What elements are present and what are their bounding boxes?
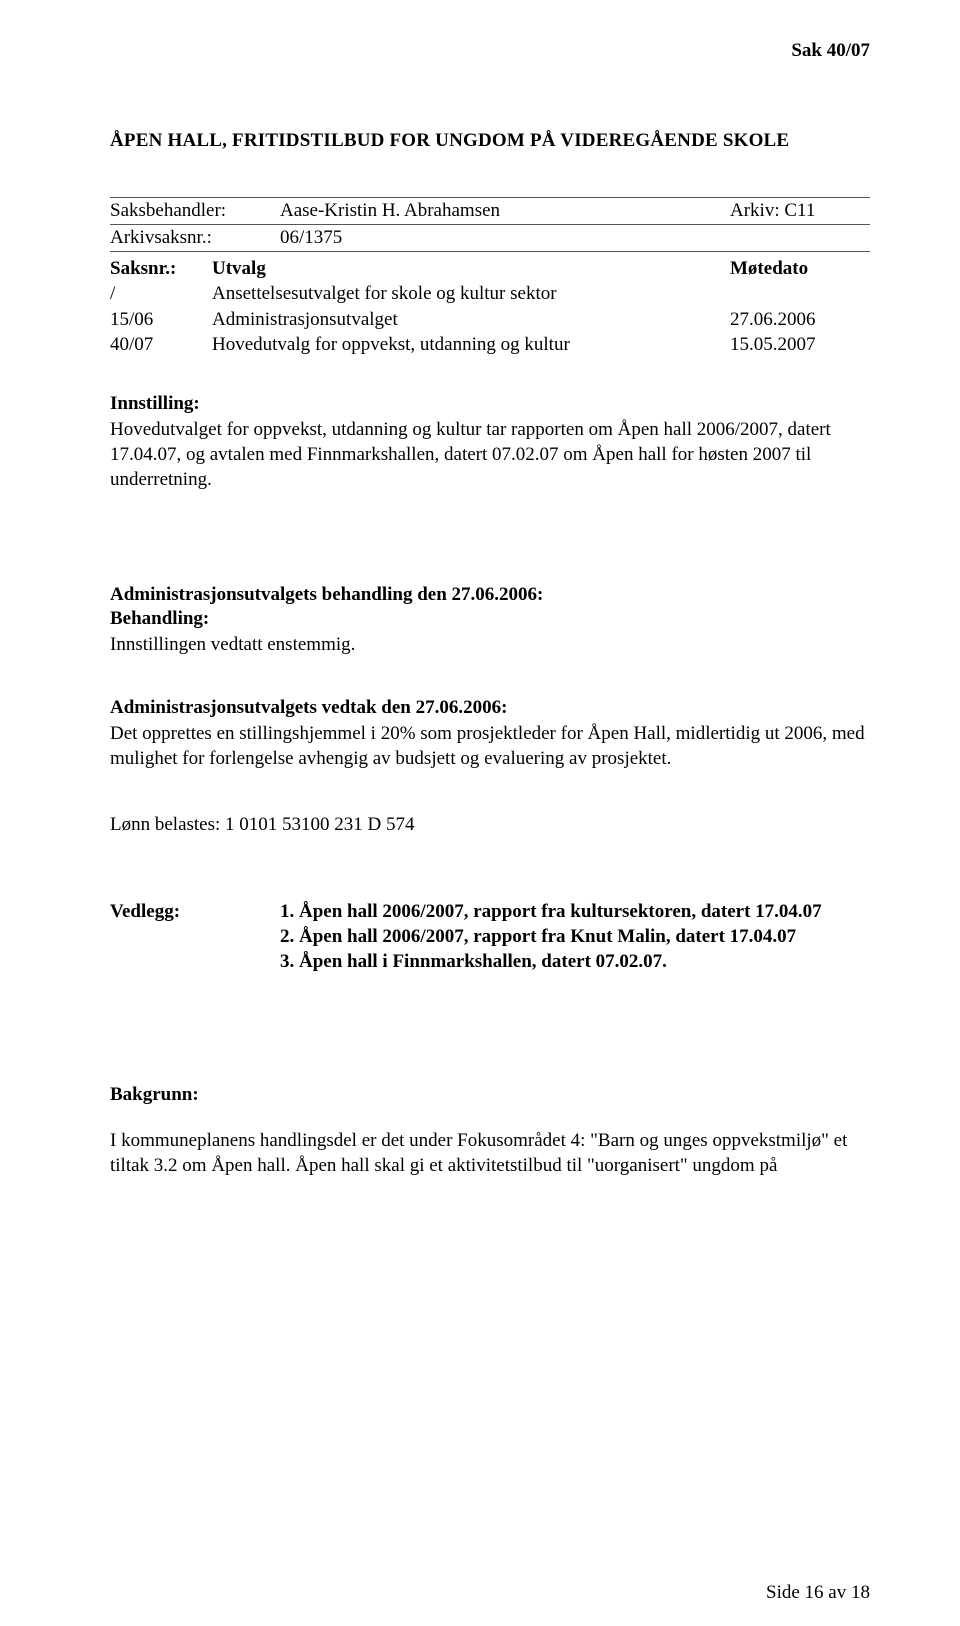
arkiv-blank [730, 227, 870, 249]
utvalg-row: 15/06 Administrasjonsutvalget 27.06.2006 [110, 307, 870, 332]
meta-row-saksbehandler: Saksbehandler: Aase-Kristin H. Abrahamse… [110, 198, 870, 224]
behandling-body: Innstillingen vedtatt enstemmig. [110, 632, 870, 657]
utvalg-header-utvalg: Utvalg [212, 256, 730, 281]
page-footer: Side 16 av 18 [766, 1582, 870, 1604]
lonn-text: Lønn belastes: 1 0101 53100 231 D 574 [110, 812, 870, 837]
utvalg-cell: Administrasjonsutvalget [212, 307, 730, 332]
meta-row-arkivsaksnr: Arkivsaksnr.: 06/1375 [110, 224, 870, 251]
utvalg-header: Saksnr.: Utvalg Møtedato [110, 256, 870, 281]
utvalg-cell [730, 281, 870, 306]
vedlegg-item: 1. Åpen hall 2006/2007, rapport fra kult… [280, 899, 870, 924]
utvalg-cell: / [110, 281, 212, 306]
vedlegg-items: 1. Åpen hall 2006/2007, rapport fra kult… [280, 899, 870, 974]
vedlegg-block: Vedlegg: 1. Åpen hall 2006/2007, rapport… [110, 899, 870, 974]
arkiv-label: Arkiv: C11 [730, 200, 870, 222]
utvalg-row: / Ansettelsesutvalget for skole og kultu… [110, 281, 870, 306]
utvalg-cell: Hovedutvalg for oppvekst, utdanning og k… [212, 332, 730, 357]
bakgrunn-body: I kommuneplanens handlingsdel er det und… [110, 1128, 870, 1178]
utvalg-cell: 27.06.2006 [730, 307, 870, 332]
document-title: ÅPEN HALL, FRITIDSTILBUD FOR UNGDOM PÅ V… [110, 130, 870, 152]
meta-table: Saksbehandler: Aase-Kristin H. Abrahamse… [110, 197, 870, 252]
bakgrunn-heading: Bakgrunn: [110, 1084, 870, 1106]
saksbehandler-label: Saksbehandler: [110, 200, 280, 222]
utvalg-row: 40/07 Hovedutvalg for oppvekst, utdannin… [110, 332, 870, 357]
vedlegg-item: 2. Åpen hall 2006/2007, rapport fra Knut… [280, 924, 870, 949]
vedtak-heading: Administrasjonsutvalgets vedtak den 27.0… [110, 697, 870, 719]
page: Sak 40/07 ÅPEN HALL, FRITIDSTILBUD FOR U… [0, 0, 960, 1626]
innstilling-body: Hovedutvalget for oppvekst, utdanning og… [110, 417, 870, 492]
arkivsaksnr-value: 06/1375 [280, 227, 730, 249]
utvalg-header-motedato: Møtedato [730, 256, 870, 281]
behandling-sub-heading: Behandling: [110, 608, 870, 630]
utvalg-cell: Ansettelsesutvalget for skole og kultur … [212, 281, 730, 306]
vedlegg-label: Vedlegg: [110, 899, 280, 974]
utvalg-cell: 15/06 [110, 307, 212, 332]
utvalg-cell: 15.05.2007 [730, 332, 870, 357]
vedtak-body: Det opprettes en stillingshjemmel i 20% … [110, 721, 870, 771]
innstilling-heading: Innstilling: [110, 393, 870, 415]
arkivsaksnr-label: Arkivsaksnr.: [110, 227, 280, 249]
utvalg-header-saksnr: Saksnr.: [110, 256, 212, 281]
vedlegg-item: 3. Åpen hall i Finnmarkshallen, datert 0… [280, 949, 870, 974]
utvalg-table: Saksnr.: Utvalg Møtedato / Ansettelsesut… [110, 256, 870, 357]
saksbehandler-value: Aase-Kristin H. Abrahamsen [280, 200, 730, 222]
sak-number: Sak 40/07 [110, 40, 870, 62]
behandling-heading: Administrasjonsutvalgets behandling den … [110, 584, 870, 606]
utvalg-cell: 40/07 [110, 332, 212, 357]
